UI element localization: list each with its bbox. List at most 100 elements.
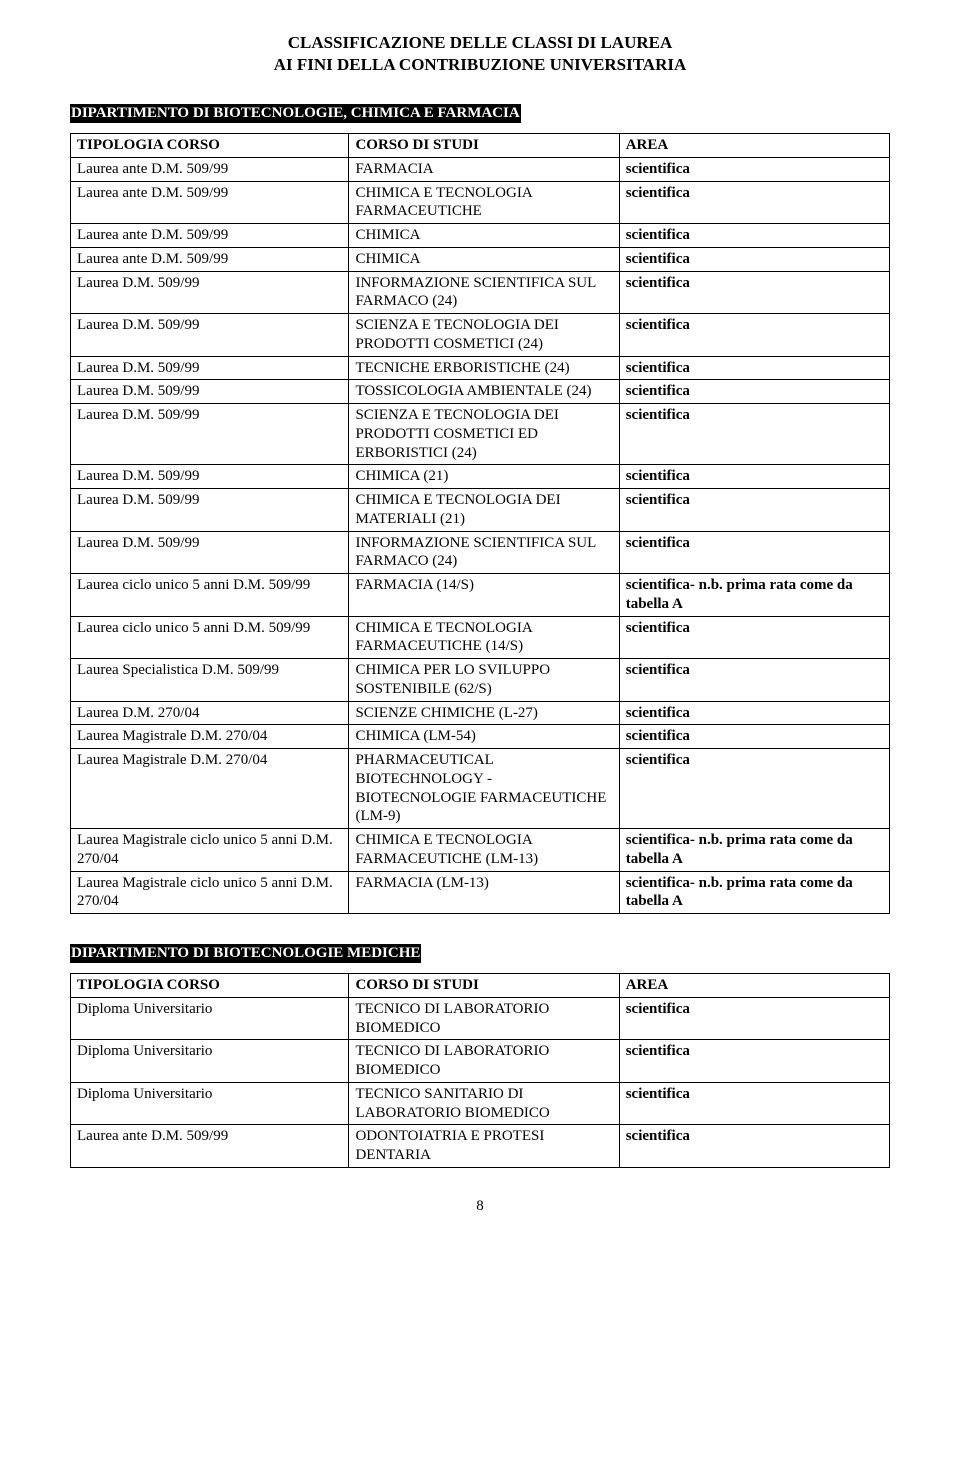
table-row: Laurea D.M. 509/99TECNICHE ERBORISTICHE … <box>71 356 890 380</box>
table-row: Laurea D.M. 509/99INFORMAZIONE SCIENTIFI… <box>71 271 890 314</box>
cell-area: scientifica <box>619 247 889 271</box>
cell-tipologia: Laurea Specialistica D.M. 509/99 <box>71 659 349 702</box>
cell-area: scientifica <box>619 157 889 181</box>
cell-corso: SCIENZE CHIMICHE (L-27) <box>349 701 619 725</box>
table-row: Laurea Magistrale D.M. 270/04CHIMICA (LM… <box>71 725 890 749</box>
cell-area: scientifica <box>619 1125 889 1168</box>
cell-tipologia: Laurea D.M. 509/99 <box>71 531 349 574</box>
cell-area: scientifica <box>619 616 889 659</box>
table-row: Laurea ante D.M. 509/99FARMACIAscientifi… <box>71 157 890 181</box>
cell-corso: SCIENZA E TECNOLOGIA DEI PRODOTTI COSMET… <box>349 404 619 465</box>
cell-tipologia: Laurea ciclo unico 5 anni D.M. 509/99 <box>71 616 349 659</box>
table-row: Diploma UniversitarioTECNICO SANITARIO D… <box>71 1082 890 1125</box>
cell-tipologia: Laurea D.M. 509/99 <box>71 489 349 532</box>
cell-corso: FARMACIA <box>349 157 619 181</box>
table-row: Laurea ciclo unico 5 anni D.M. 509/99CHI… <box>71 616 890 659</box>
table-row: Diploma UniversitarioTECNICO DI LABORATO… <box>71 997 890 1040</box>
cell-tipologia: Laurea ante D.M. 509/99 <box>71 224 349 248</box>
table-row: Laurea ante D.M. 509/99CHIMICA E TECNOLO… <box>71 181 890 224</box>
cell-corso: CHIMICA E TECNOLOGIA FARMACEUTICHE (LM-1… <box>349 829 619 872</box>
cell-tipologia: Laurea ciclo unico 5 anni D.M. 509/99 <box>71 574 349 617</box>
cell-corso: PHARMACEUTICAL BIOTECHNOLOGY - BIOTECNOL… <box>349 749 619 829</box>
table-row: Laurea Magistrale ciclo unico 5 anni D.M… <box>71 829 890 872</box>
cell-tipologia: Laurea ante D.M. 509/99 <box>71 181 349 224</box>
cell-tipologia: Diploma Universitario <box>71 1082 349 1125</box>
page-title: CLASSIFICAZIONE DELLE CLASSI DI LAUREA A… <box>70 32 890 76</box>
cell-tipologia: Laurea D.M. 509/99 <box>71 380 349 404</box>
cell-tipologia: Laurea ante D.M. 509/99 <box>71 157 349 181</box>
title-line-1: CLASSIFICAZIONE DELLE CLASSI DI LAUREA <box>288 33 673 52</box>
cell-area: scientifica <box>619 465 889 489</box>
cell-tipologia: Laurea D.M. 509/99 <box>71 465 349 489</box>
table-row: Laurea D.M. 509/99TOSSICOLOGIA AMBIENTAL… <box>71 380 890 404</box>
cell-tipologia: Laurea Magistrale ciclo unico 5 anni D.M… <box>71 829 349 872</box>
cell-corso: INFORMAZIONE SCIENTIFICA SUL FARMACO (24… <box>349 271 619 314</box>
cell-tipologia: Laurea D.M. 509/99 <box>71 271 349 314</box>
cell-area: scientifica- n.b. prima rata come da tab… <box>619 574 889 617</box>
table-row: Laurea Specialistica D.M. 509/99CHIMICA … <box>71 659 890 702</box>
col-header-area: AREA <box>619 134 889 158</box>
cell-area: scientifica <box>619 1040 889 1083</box>
table-row: Laurea ante D.M. 509/99CHIMICAscientific… <box>71 224 890 248</box>
title-line-2: AI FINI DELLA CONTRIBUZIONE UNIVERSITARI… <box>274 55 687 74</box>
courses-table-2: TIPOLOGIA CORSO CORSO DI STUDI AREA Dipl… <box>70 973 890 1168</box>
cell-tipologia: Laurea D.M. 509/99 <box>71 404 349 465</box>
cell-tipologia: Laurea ante D.M. 509/99 <box>71 247 349 271</box>
table-row: Diploma UniversitarioTECNICO DI LABORATO… <box>71 1040 890 1083</box>
cell-corso: CHIMICA E TECNOLOGIA DEI MATERIALI (21) <box>349 489 619 532</box>
cell-corso: SCIENZA E TECNOLOGIA DEI PRODOTTI COSMET… <box>349 314 619 357</box>
dept-header-2: DIPARTIMENTO DI BIOTECNOLOGIE MEDICHE <box>70 944 421 963</box>
page-number: 8 <box>70 1198 890 1215</box>
cell-tipologia: Diploma Universitario <box>71 997 349 1040</box>
table-row: Laurea ante D.M. 509/99CHIMICAscientific… <box>71 247 890 271</box>
table-row: Laurea D.M. 509/99SCIENZA E TECNOLOGIA D… <box>71 404 890 465</box>
cell-area: scientifica <box>619 1082 889 1125</box>
table-row: Laurea ciclo unico 5 anni D.M. 509/99FAR… <box>71 574 890 617</box>
cell-corso: CHIMICA (21) <box>349 465 619 489</box>
cell-tipologia: Diploma Universitario <box>71 1040 349 1083</box>
cell-tipologia: Laurea D.M. 270/04 <box>71 701 349 725</box>
table-row: Laurea ante D.M. 509/99ODONTOIATRIA E PR… <box>71 1125 890 1168</box>
col-header-corso: CORSO DI STUDI <box>349 974 619 998</box>
table-row: Laurea D.M. 509/99CHIMICA (21)scientific… <box>71 465 890 489</box>
cell-corso: CHIMICA <box>349 247 619 271</box>
cell-corso: FARMACIA (LM-13) <box>349 871 619 914</box>
cell-corso: CHIMICA (LM-54) <box>349 725 619 749</box>
cell-corso: ODONTOIATRIA E PROTESI DENTARIA <box>349 1125 619 1168</box>
cell-area: scientifica <box>619 997 889 1040</box>
cell-tipologia: Laurea Magistrale D.M. 270/04 <box>71 749 349 829</box>
cell-area: scientifica <box>619 659 889 702</box>
cell-area: scientifica- n.b. prima rata come da tab… <box>619 871 889 914</box>
col-header-corso: CORSO DI STUDI <box>349 134 619 158</box>
cell-tipologia: Laurea Magistrale ciclo unico 5 anni D.M… <box>71 871 349 914</box>
cell-area: scientifica <box>619 380 889 404</box>
cell-corso: TOSSICOLOGIA AMBIENTALE (24) <box>349 380 619 404</box>
cell-area: scientifica <box>619 749 889 829</box>
table-header-row: TIPOLOGIA CORSO CORSO DI STUDI AREA <box>71 134 890 158</box>
col-header-tipologia: TIPOLOGIA CORSO <box>71 134 349 158</box>
table-row: Laurea D.M. 270/04SCIENZE CHIMICHE (L-27… <box>71 701 890 725</box>
cell-area: scientifica <box>619 224 889 248</box>
cell-tipologia: Laurea ante D.M. 509/99 <box>71 1125 349 1168</box>
cell-corso: TECNICO DI LABORATORIO BIOMEDICO <box>349 1040 619 1083</box>
cell-tipologia: Laurea D.M. 509/99 <box>71 314 349 357</box>
cell-area: scientifica <box>619 489 889 532</box>
cell-tipologia: Laurea Magistrale D.M. 270/04 <box>71 725 349 749</box>
cell-area: scientifica <box>619 271 889 314</box>
table-row: Laurea D.M. 509/99SCIENZA E TECNOLOGIA D… <box>71 314 890 357</box>
cell-corso: TECNICHE ERBORISTICHE (24) <box>349 356 619 380</box>
cell-area: scientifica <box>619 531 889 574</box>
table-row: Laurea Magistrale ciclo unico 5 anni D.M… <box>71 871 890 914</box>
dept-header-1: DIPARTIMENTO DI BIOTECNOLOGIE, CHIMICA E… <box>70 104 521 123</box>
cell-area: scientifica <box>619 725 889 749</box>
cell-area: scientifica- n.b. prima rata come da tab… <box>619 829 889 872</box>
col-header-area: AREA <box>619 974 889 998</box>
cell-area: scientifica <box>619 404 889 465</box>
table-row: Laurea D.M. 509/99CHIMICA E TECNOLOGIA D… <box>71 489 890 532</box>
cell-area: scientifica <box>619 356 889 380</box>
cell-area: scientifica <box>619 701 889 725</box>
cell-area: scientifica <box>619 314 889 357</box>
cell-corso: INFORMAZIONE SCIENTIFICA SUL FARMACO (24… <box>349 531 619 574</box>
courses-table-1: TIPOLOGIA CORSO CORSO DI STUDI AREA Laur… <box>70 133 890 914</box>
table-row: Laurea Magistrale D.M. 270/04PHARMACEUTI… <box>71 749 890 829</box>
